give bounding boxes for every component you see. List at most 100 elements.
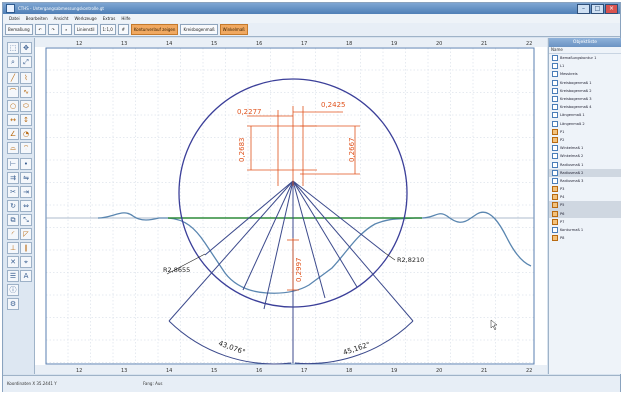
scale-field[interactable]: 1:1,0 [99,24,116,35]
object-list-item[interactable]: Winkelmaß 1 [549,144,621,152]
parallel-tool-icon[interactable]: ∥ [20,242,32,254]
object-list-item[interactable]: P8 [549,234,621,242]
fillet-tool-icon[interactable]: ◜ [7,228,19,240]
menu-item-werkzeuge[interactable]: Werkzeuge [74,16,97,21]
maximize-button[interactable]: □ [591,4,604,14]
object-list-item[interactable]: P3 [549,185,621,193]
spline-tool-icon[interactable]: ∿ [20,86,32,98]
measure-tool-icon[interactable]: ⊢ [7,158,19,170]
object-list-item[interactable]: Kreisbogenmaß 4 [549,103,621,111]
dimension-object-icon [552,153,558,160]
grid-icon[interactable]: # [117,24,129,35]
rotate-tool-icon[interactable]: ↻ [7,200,19,212]
object-list-item-label: Winkelmaß 2 [560,154,584,159]
angle-dim-tool-icon[interactable]: ∠ [7,128,19,140]
circle-tool-icon[interactable]: ○ [7,100,19,112]
object-list-item[interactable]: Konturmaß 1 [549,226,621,234]
mirror-tool-icon[interactable]: ⇋ [20,172,32,184]
object-list-item[interactable]: Kreisbogenmaß 1 [549,79,621,87]
object-list-item[interactable]: L1 [549,62,621,70]
chamfer-tool-icon[interactable]: ◸ [20,228,32,240]
radius-dim-tool-icon[interactable]: ◔ [20,128,32,140]
arc-dimension-button[interactable]: Kreisbogenmaß [180,24,218,35]
ruler-bottom-label: 17 [301,368,307,374]
settings-tool-icon[interactable]: ⚙ [7,298,19,310]
zoom-tool-icon[interactable]: ⌕ [7,56,19,68]
layer-tool-icon[interactable]: ☰ [7,270,19,282]
object-list-item[interactable]: Kreisbogenmaß 3 [549,95,621,103]
horizontal-dim-tool-icon[interactable]: ↔ [7,114,19,126]
object-list-item[interactable]: Radiusmaß 2 [549,168,621,177]
object-list-item[interactable]: Längenmaß 2 [549,120,621,128]
object-list-item[interactable]: Bemaßungskontur 1 [549,54,621,62]
zoom-icon[interactable]: ⌕ [60,24,72,35]
ruler-top-label: 17 [301,41,307,47]
dimension-object-icon [552,145,558,152]
object-list-item[interactable]: P1 [549,128,621,136]
object-list-item[interactable]: Winkelmaß 2 [549,152,621,160]
dimension-mode-select[interactable]: Bemaßung [5,24,33,35]
polyline-tool-icon[interactable]: ⌇ [20,72,32,84]
menu-item-extras[interactable]: Extras [102,16,116,21]
object-list-item-label: Radiusmaß 2 [560,170,584,175]
ruler-bottom-label: 19 [391,368,397,374]
object-list-item[interactable]: Kreisbogenmaß 2 [549,87,621,95]
ellipse-tool-icon[interactable]: ⬭ [20,100,32,112]
dimension-object-icon [552,87,558,94]
ruler-top-label: 15 [211,41,217,47]
menu-item-bearbeiten[interactable]: Bearbeiten [25,16,48,21]
ruler-bottom-label: 12 [76,368,82,374]
drawing-canvas[interactable]: 12 12 13 13 14 14 15 15 16 16 17 17 18 18 19 19 20 20 21 21… [35,38,577,374]
tangent-tool-icon[interactable]: ⊥ [7,242,19,254]
dim-vert-left: 0,2683 [238,138,246,163]
move-tool-icon[interactable]: ⇔ [20,200,32,212]
offset-tool-icon[interactable]: ⇉ [7,172,19,184]
dimension-object-icon [552,112,558,119]
object-list-item[interactable]: P2 [549,136,621,144]
fit-tool-icon[interactable]: ⤢ [20,56,32,68]
arc-dim-tool-icon[interactable]: ⌓ [7,142,19,154]
point-tool-icon[interactable]: • [20,158,32,170]
line-style-select[interactable]: Linienstil [73,24,98,35]
copy-tool-icon[interactable]: ⧉ [7,214,19,226]
minimize-button[interactable]: – [577,4,590,14]
info-tool-icon[interactable]: ⓘ [7,284,19,296]
object-list-item[interactable]: Messkreis [549,70,621,78]
object-list-item[interactable]: Längenmaß 1 [549,111,621,119]
scale-tool-icon[interactable]: ⤡ [20,214,32,226]
ruler-bottom-label: 20 [436,368,442,374]
dimension-object-icon [552,104,558,111]
object-list-item[interactable]: Radiusmaß 1 [549,160,621,168]
redo-button[interactable]: ↷ [47,24,59,35]
arc-tool-icon[interactable]: ⌒ [7,86,19,98]
menu-bar: Datei Bearbeiten Ansicht Werkzeuge Extra… [3,14,620,23]
menu-item-hilfe[interactable]: Hilfe [121,16,131,21]
object-list-item-label: Kreisbogenmaß 4 [560,105,592,110]
angle-dimension-button[interactable]: Winkelmaß [219,24,248,35]
undo-button[interactable]: ↶ [34,24,46,35]
ruler-top [35,38,547,47]
object-list-item[interactable]: P7 [549,218,621,226]
snap-tool-icon[interactable]: ⌖ [20,256,32,268]
radius-label-left: R2,8655 [163,266,190,274]
object-list-item-label: Winkelmaß 1 [560,146,584,151]
menu-item-datei[interactable]: Datei [9,16,20,21]
trim-tool-icon[interactable]: ✂ [7,186,19,198]
object-list-item[interactable]: P6 [549,209,621,218]
object-list-item[interactable]: Radiusmaß 3 [549,177,621,185]
pan-tool-icon[interactable]: ✥ [20,42,32,54]
vertical-dim-tool-icon[interactable]: ↕ [20,114,32,126]
line-tool-icon[interactable]: ╱ [7,72,19,84]
select-tool-icon[interactable]: ⬚ [7,42,19,54]
intersect-tool-icon[interactable]: ✕ [7,256,19,268]
menu-item-ansicht[interactable]: Ansicht [53,16,69,21]
object-list-item[interactable]: P4 [549,193,621,201]
text-tool-icon[interactable]: A [20,270,32,282]
object-list-item-label: P4 [560,195,565,200]
chord-dim-tool-icon[interactable]: ⌔ [20,142,32,154]
extend-tool-icon[interactable]: ⇥ [20,186,32,198]
ruler-top-label: 20 [436,41,442,47]
close-button[interactable]: × [605,4,618,14]
object-list-item[interactable]: P5 [549,201,621,210]
show-contour-button[interactable]: Konturverlauf zeigen [130,24,179,35]
